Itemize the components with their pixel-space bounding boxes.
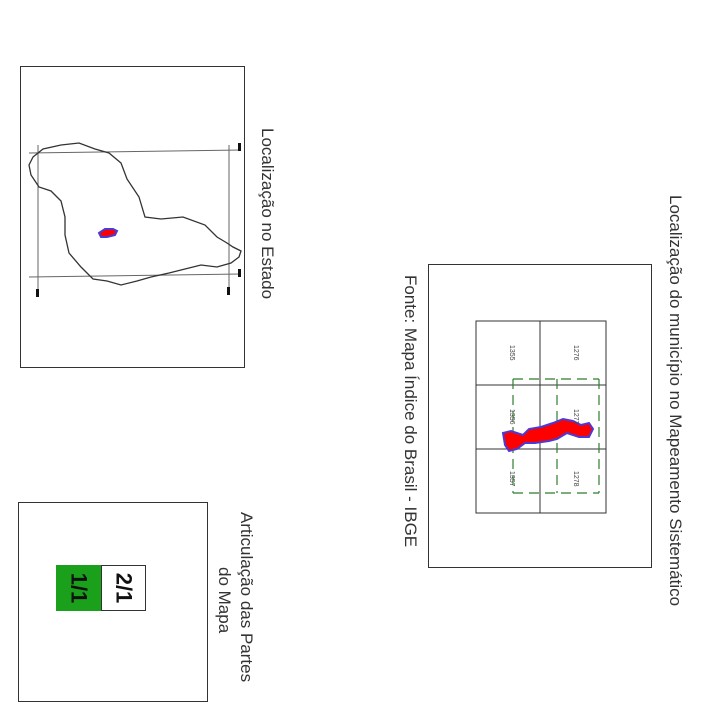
sheet-label-1355: 1355	[508, 345, 515, 361]
state-location-panel	[20, 66, 245, 368]
articulation-label-line2: do Mapa	[215, 567, 234, 634]
tick-mark	[36, 289, 39, 297]
sheet-index-map	[475, 320, 607, 514]
state-location-map	[28, 142, 242, 297]
systematic-mapping-panel: 1276 1277 1278 1355 1356 1357	[428, 264, 652, 568]
municipality-marker	[97, 228, 119, 238]
map-part-1-1[interactable]: 1/1	[56, 565, 101, 611]
sheet-grid-frame	[475, 320, 607, 514]
tick-mark	[238, 143, 241, 151]
articulation-label-line1: Articulação das Partes	[237, 512, 256, 683]
map-parts-panel: 1/1 2/1	[18, 502, 208, 702]
systematic-mapping-label: Localização do município no Mapeamento S…	[666, 195, 685, 607]
sheet-label-1276: 1276	[572, 345, 579, 361]
state-outline	[28, 142, 242, 286]
sheet-label-1357: 1357	[508, 471, 515, 487]
tick-mark	[238, 269, 241, 277]
source-label: Fonte: Mapa Índice do Brasil - IBGE	[401, 275, 420, 548]
grid-line-top	[28, 149, 242, 154]
grid-line-bottom	[28, 273, 242, 278]
state-location-label: Localização no Estado	[258, 128, 277, 300]
sheet-label-1356: 1356	[508, 409, 515, 425]
map-part-2-1-label: 2/1	[111, 572, 137, 604]
sheet-label-1277: 1277	[572, 409, 579, 425]
sheet-label-1278: 1278	[572, 471, 579, 487]
map-part-2-1[interactable]: 2/1	[101, 565, 146, 611]
municipality-shape	[501, 417, 595, 453]
map-part-1-1-label: 1/1	[66, 572, 92, 604]
tick-mark	[227, 287, 230, 295]
